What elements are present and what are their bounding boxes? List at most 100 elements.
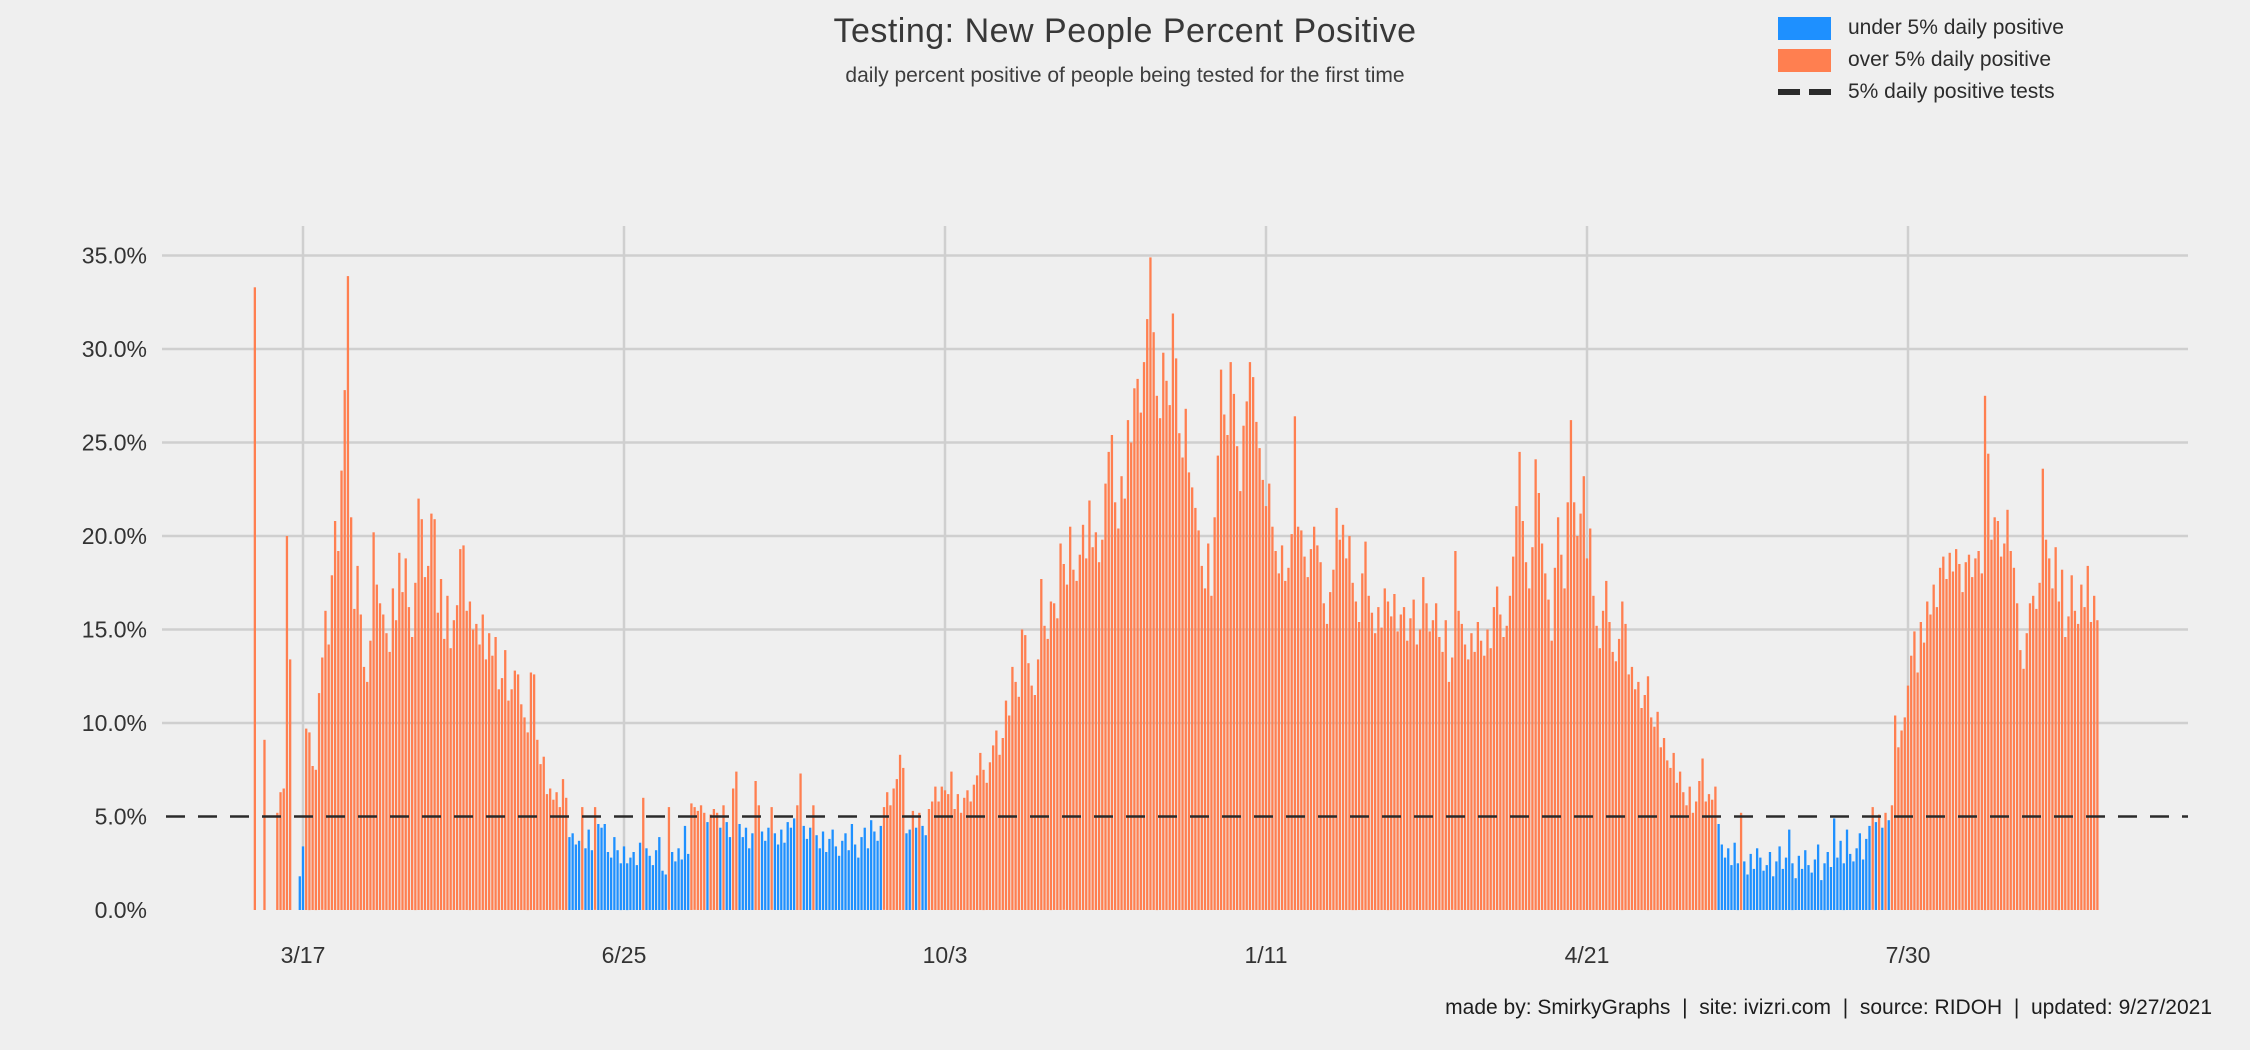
bar-over-5pct: [1184, 408, 1187, 910]
bar-over-5pct: [1187, 472, 1191, 910]
bar-over-5pct: [353, 608, 356, 910]
bar-over-5pct: [1582, 476, 1585, 910]
bar-over-5pct: [468, 601, 472, 911]
bar-under-5pct: [773, 833, 777, 910]
bar-over-5pct: [2096, 620, 2099, 910]
bar-over-5pct: [2086, 565, 2089, 910]
bar-over-5pct: [532, 674, 536, 910]
bar-under-5pct: [738, 824, 741, 910]
bar-under-5pct: [764, 840, 767, 910]
bar-over-5pct: [1428, 631, 1431, 910]
bar-over-5pct: [1531, 547, 1534, 910]
bar-under-5pct: [671, 852, 674, 910]
bar-under-5pct: [1794, 878, 1797, 910]
bar-over-5pct: [1191, 487, 1194, 910]
bar-over-5pct: [1380, 627, 1383, 910]
bar-over-5pct: [430, 513, 433, 910]
bar-over-5pct: [1592, 595, 1595, 910]
bar-over-5pct: [1492, 607, 1496, 910]
bar-over-5pct: [1521, 521, 1524, 910]
bar-over-5pct: [1065, 584, 1069, 910]
bar-over-5pct: [1052, 603, 1056, 910]
bar-under-5pct: [661, 870, 664, 910]
bar-over-5pct: [1017, 696, 1020, 910]
bar-over-5pct: [1415, 644, 1419, 910]
bar-over-5pct: [1081, 524, 1085, 910]
bar-over-5pct: [1155, 395, 1159, 911]
bar-over-5pct: [2073, 610, 2077, 910]
bar-over-5pct: [988, 762, 992, 910]
bar-over-5pct: [693, 807, 696, 910]
bar-over-5pct: [1011, 666, 1014, 910]
bar-under-5pct: [1759, 857, 1762, 910]
bar-over-5pct: [1454, 551, 1457, 910]
bar-over-5pct: [1573, 502, 1576, 910]
bar-over-5pct: [459, 549, 462, 910]
bar-under-5pct: [590, 850, 594, 910]
bar-over-5pct: [475, 623, 478, 910]
bar-over-5pct: [972, 784, 976, 910]
bar-under-5pct: [635, 865, 638, 910]
bar-over-5pct: [1203, 588, 1207, 910]
bar-over-5pct: [1441, 651, 1444, 910]
bar-over-5pct: [1479, 640, 1483, 910]
bar-over-5pct: [1390, 616, 1393, 910]
bar-under-5pct: [857, 857, 860, 910]
bar-over-5pct: [1569, 420, 1573, 910]
bar-over-5pct: [523, 717, 526, 910]
bar-under-5pct: [616, 850, 619, 910]
bar-over-5pct: [1136, 378, 1139, 910]
bar-under-5pct: [568, 837, 571, 910]
bar-over-5pct: [327, 644, 330, 910]
bar-over-5pct: [420, 519, 423, 910]
bar-under-5pct: [664, 874, 667, 910]
bar-over-5pct: [545, 794, 549, 910]
bar-under-5pct: [789, 827, 793, 910]
bar-over-5pct: [378, 603, 382, 910]
bar-over-5pct: [1974, 558, 1977, 910]
bar-over-5pct: [1296, 526, 1300, 910]
bar-over-5pct: [253, 287, 256, 910]
bar-over-5pct: [282, 788, 285, 910]
bar-over-5pct: [1505, 625, 1508, 910]
bar-over-5pct: [1611, 651, 1614, 910]
bar-over-5pct: [1495, 586, 1499, 910]
bar-over-5pct: [2041, 468, 2044, 910]
bar-under-5pct: [905, 833, 908, 910]
bar-under-5pct: [921, 825, 924, 910]
bar-over-5pct: [1168, 405, 1171, 910]
bar-over-5pct: [1194, 507, 1197, 910]
bar-under-5pct: [841, 840, 844, 910]
bar-over-5pct: [1097, 562, 1101, 910]
bar-over-5pct: [975, 775, 979, 910]
bar-under-5pct: [597, 824, 600, 910]
bar-under-5pct: [1775, 861, 1778, 910]
bar-over-5pct: [1425, 603, 1428, 910]
bar-over-5pct: [1248, 362, 1252, 911]
bar-over-5pct: [2083, 607, 2086, 910]
bar-over-5pct: [1152, 332, 1155, 910]
bar-over-5pct: [969, 801, 972, 910]
bar-over-5pct: [1983, 395, 1987, 911]
bar-over-5pct: [1412, 599, 1415, 910]
bar-over-5pct: [1614, 661, 1618, 910]
bar-under-5pct: [760, 831, 764, 910]
bar-over-5pct: [898, 754, 902, 910]
bar-over-5pct: [385, 633, 388, 910]
bar-over-5pct: [494, 637, 497, 910]
bar-under-5pct: [1730, 865, 1733, 910]
bar-over-5pct: [1605, 580, 1608, 910]
bar-over-5pct: [1277, 573, 1280, 910]
bar-over-5pct: [1056, 618, 1059, 910]
bar-over-5pct: [1232, 393, 1236, 910]
bar-over-5pct: [1486, 629, 1489, 910]
x-tick-label: 4/21: [1565, 942, 1610, 968]
bar-over-5pct: [757, 805, 760, 910]
bar-over-5pct: [1085, 558, 1088, 910]
bar-over-5pct: [1890, 805, 1894, 910]
bar-under-5pct: [1823, 863, 1826, 911]
bar-under-5pct: [809, 827, 812, 910]
bar-over-5pct: [1235, 446, 1239, 910]
bar-under-5pct: [786, 822, 789, 910]
bar-over-5pct: [1910, 655, 1913, 910]
